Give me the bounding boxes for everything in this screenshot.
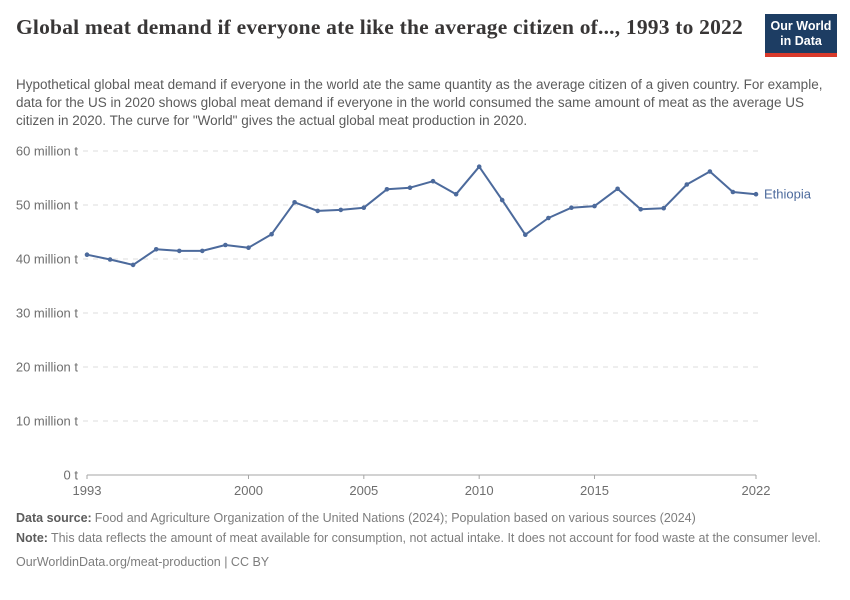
y-axis-tick-label: 40 million t — [16, 252, 79, 267]
y-axis-tick-label: 30 million t — [16, 306, 79, 321]
data-point-marker — [246, 245, 251, 250]
data-point-marker — [730, 189, 736, 195]
data-source-row: Data source: Food and Agriculture Organiz… — [16, 510, 838, 527]
owid-logo-line2: in Data — [780, 34, 822, 48]
data-point-marker — [684, 182, 690, 187]
y-axis-tick-label: 20 million t — [16, 360, 79, 375]
y-axis-tick-label: 50 million t — [16, 198, 79, 213]
x-axis-tick-label: 2022 — [742, 483, 771, 498]
data-point-marker — [177, 248, 182, 254]
series-label-ethiopia: Ethiopia — [764, 187, 812, 202]
data-point-marker — [338, 207, 344, 213]
owid-logo-line1: Our World — [770, 19, 832, 33]
y-axis-tick-label: 0 t — [64, 468, 79, 483]
data-point-marker — [569, 205, 574, 210]
x-axis-tick-label: 1993 — [73, 483, 102, 498]
data-point-marker — [430, 178, 436, 184]
owid-logo: Our World in Data — [765, 14, 837, 57]
data-point-marker — [615, 186, 620, 192]
data-point-marker — [269, 231, 274, 237]
data-point-marker — [153, 247, 159, 252]
data-source-label: Data source: — [16, 511, 92, 525]
page-title: Global meat demand if everyone ate like … — [16, 15, 743, 39]
chart-footer: Data source: Food and Agriculture Organiz… — [16, 510, 838, 574]
data-point-marker — [638, 207, 643, 212]
data-point-marker — [361, 205, 367, 210]
data-point-marker — [130, 262, 136, 268]
y-axis-tick-label: 60 million t — [16, 144, 79, 159]
x-axis-tick-label: 2015 — [580, 483, 609, 498]
data-point-marker — [523, 232, 528, 237]
data-point-marker — [107, 257, 113, 262]
data-point-marker — [707, 169, 713, 174]
note-label: Note: — [16, 531, 48, 545]
data-point-marker — [384, 187, 390, 192]
data-point-marker — [453, 191, 459, 197]
data-point-marker — [476, 164, 482, 169]
data-point-marker — [661, 205, 666, 211]
data-source-text: Food and Agriculture Organization of the… — [94, 511, 696, 525]
data-point-marker — [200, 248, 205, 254]
data-point-marker — [407, 185, 413, 190]
x-axis-tick-label: 2010 — [465, 483, 494, 498]
series-line-ethiopia — [86, 165, 757, 266]
data-point-marker — [223, 242, 228, 248]
data-point-marker — [84, 252, 90, 257]
citation-row: OurWorldinData.org/meat-production | CC … — [16, 554, 838, 571]
y-axis-tick-label: 10 million t — [16, 414, 79, 429]
data-point-marker — [753, 191, 759, 197]
note-row: Note: This data reflects the amount of me… — [16, 530, 838, 547]
chart-subtitle: Hypothetical global meat demand if every… — [16, 77, 823, 128]
citation-text: OurWorldinData.org/meat-production | CC … — [16, 555, 270, 569]
data-point-marker — [315, 208, 321, 214]
x-axis-tick-label: 2005 — [349, 483, 378, 498]
data-point-marker — [546, 215, 551, 221]
x-axis-tick-label: 2000 — [234, 483, 263, 498]
data-point-marker — [592, 203, 597, 209]
note-text: This data reflects the amount of meat av… — [50, 531, 821, 545]
data-point-marker — [499, 197, 505, 203]
data-point-marker — [292, 200, 297, 205]
